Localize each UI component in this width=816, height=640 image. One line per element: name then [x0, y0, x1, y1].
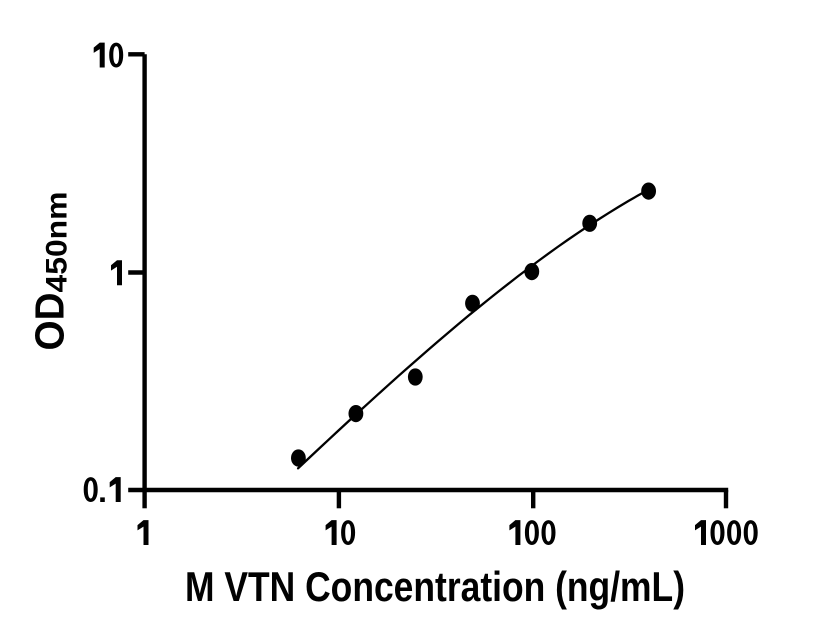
svg-text:M VTN Concentration (ng/mL): M VTN Concentration (ng/mL) — [185, 563, 685, 610]
svg-text:OD450nm: OD450nm — [27, 192, 74, 351]
